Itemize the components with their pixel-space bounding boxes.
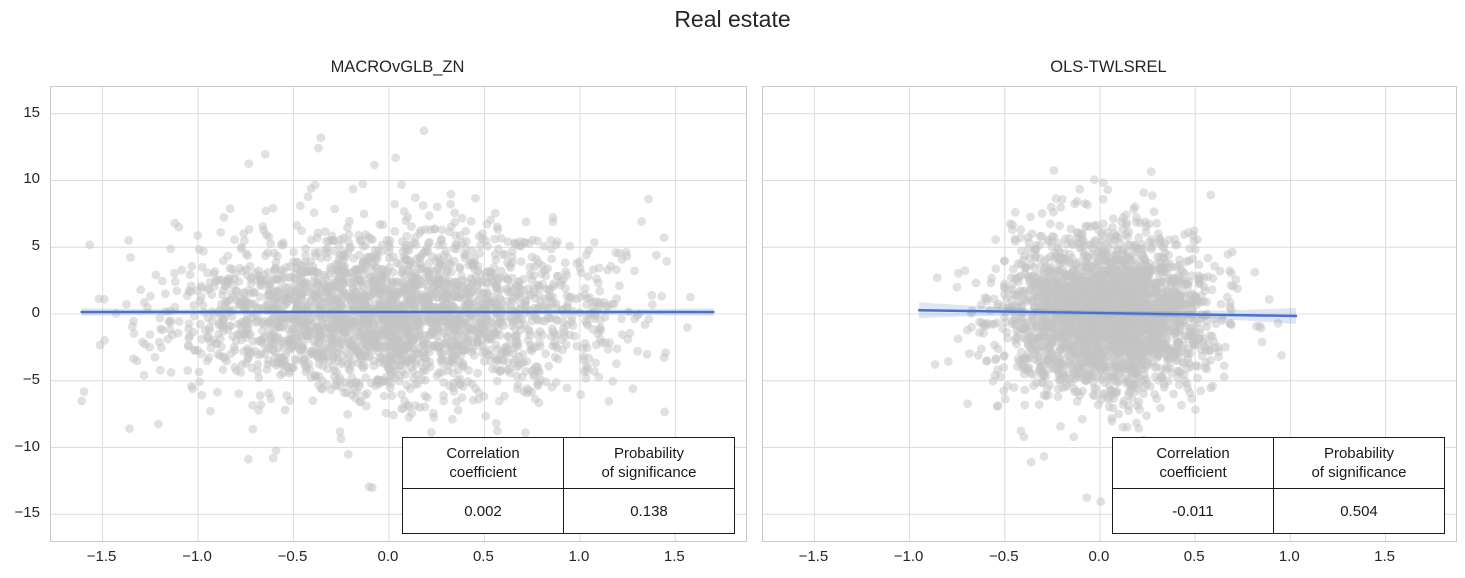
stats-table-left: Correlation coefficient Probability of s… — [402, 437, 735, 534]
probability-value-cell: 0.138 — [563, 488, 735, 534]
header-line: of significance — [601, 464, 697, 481]
header-line: coefficient — [449, 464, 517, 481]
scatter-canvas-left — [51, 87, 746, 541]
x-tick-label: 0.0 — [377, 548, 399, 565]
y-tick-label: 15 — [23, 103, 40, 121]
x-tick-label: 1.0 — [1278, 548, 1300, 565]
scatter-points — [77, 126, 695, 492]
y-tick-label: −5 — [22, 370, 40, 388]
plot-area-left: Correlation coefficient Probability of s… — [50, 86, 747, 542]
y-tick-label: 10 — [23, 170, 40, 188]
x-tick-label: −1.5 — [798, 548, 829, 565]
correlation-value-cell: 0.002 — [402, 488, 564, 534]
x-tick-label: 0.5 — [472, 548, 494, 565]
correlation-header-cell: Correlation coefficient — [402, 437, 564, 489]
correlation-value-cell: -0.011 — [1112, 488, 1274, 534]
header-line: Probability — [1323, 445, 1395, 462]
y-tick-label: −15 — [14, 504, 40, 522]
header-line: coefficient — [1159, 464, 1227, 481]
x-tick-label: −1.5 — [86, 548, 117, 565]
stats-table-right: Correlation coefficient Probability of s… — [1112, 437, 1445, 534]
y-tick-label: −10 — [14, 437, 40, 455]
x-tick-label: 1.5 — [663, 548, 685, 565]
header-line: Correlation — [1156, 445, 1230, 462]
subplot-title-right: OLS-TWLSREL — [1050, 58, 1167, 76]
figure-title: Real estate — [674, 6, 791, 32]
table-header-row: Correlation coefficient Probability of s… — [402, 437, 735, 489]
probability-header-cell: Probability of significance — [1273, 437, 1445, 489]
x-tick-label: −1.0 — [893, 548, 924, 565]
x-tick-label: 0.5 — [1183, 548, 1205, 565]
x-tick-label: −0.5 — [277, 548, 308, 565]
y-tick-label: 5 — [31, 237, 40, 255]
scatter-points — [930, 166, 1286, 506]
x-tick-label: 1.5 — [1374, 548, 1395, 565]
table-value-row: -0.011 0.504 — [1112, 488, 1445, 534]
header-line: of significance — [1311, 464, 1407, 481]
probability-value-cell: 0.504 — [1273, 488, 1445, 534]
x-tick-label: −0.5 — [988, 548, 1019, 565]
subplot-title-left: MACROvGLB_ZN — [330, 58, 465, 76]
y-tick-label: 0 — [31, 304, 40, 321]
x-tick-label: −1.0 — [182, 548, 212, 565]
header-line: Probability — [613, 445, 685, 462]
plot-area-right: Correlation coefficient Probability of s… — [762, 86, 1457, 542]
scatter-canvas-right — [763, 87, 1456, 541]
regression-line — [917, 309, 1298, 318]
table-header-row: Correlation coefficient Probability of s… — [1112, 437, 1445, 489]
x-tick-label: 1.0 — [568, 548, 590, 565]
correlation-header-cell: Correlation coefficient — [1112, 437, 1274, 489]
probability-header-cell: Probability of significance — [563, 437, 735, 489]
x-tick-label: 0.0 — [1088, 548, 1110, 565]
table-value-row: 0.002 0.138 — [402, 488, 735, 534]
header-line: Correlation — [446, 445, 520, 462]
